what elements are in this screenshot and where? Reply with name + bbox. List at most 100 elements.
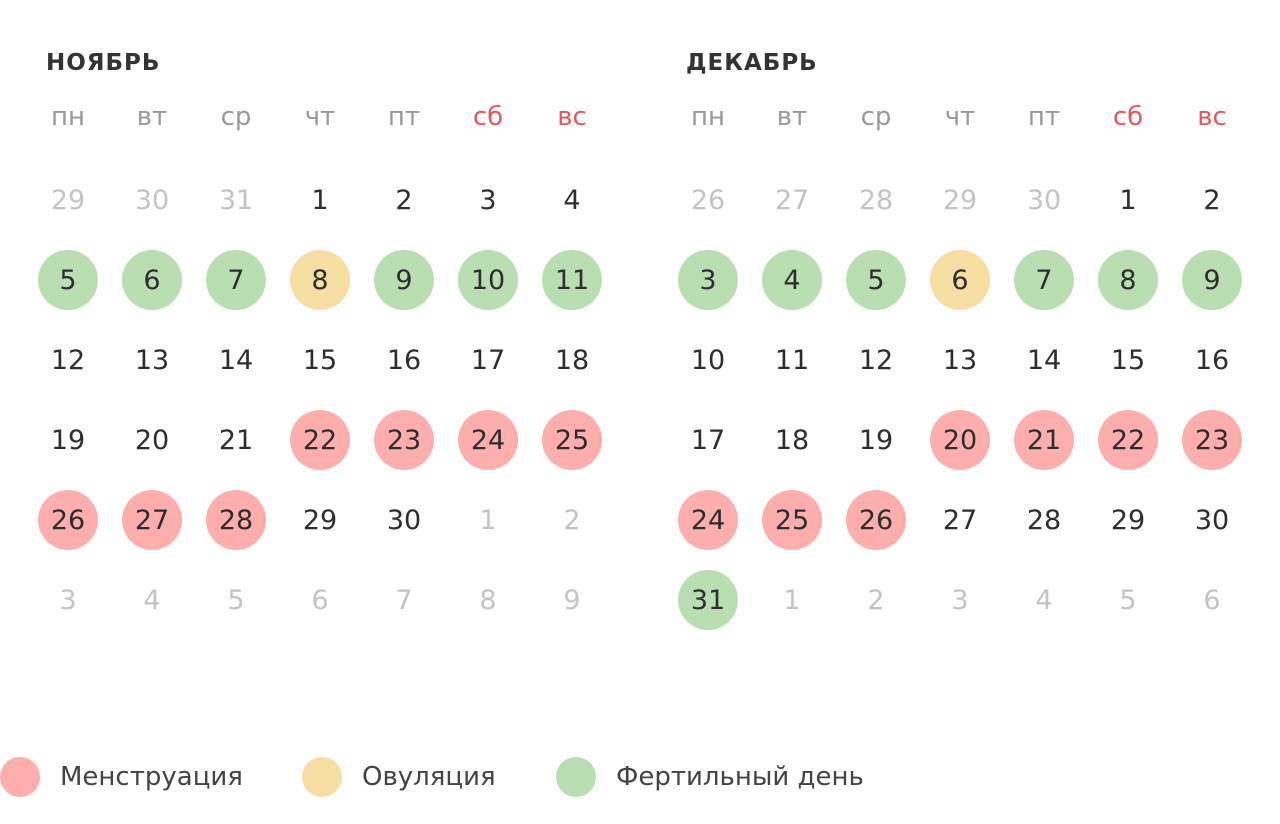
day-cell-fertile[interactable]: 4 [762, 250, 822, 310]
day-cell[interactable]: 2 [395, 184, 413, 216]
day-cell-menstruation[interactable]: 24 [458, 410, 518, 470]
day-cell[interactable]: 1 [1119, 184, 1137, 216]
day-cell[interactable]: 12 [858, 344, 894, 376]
day-cell[interactable]: 18 [774, 424, 810, 456]
day-cell-ovulation[interactable]: 8 [290, 250, 350, 310]
day-cell[interactable]: 3 [479, 184, 497, 216]
day-cell-fertile[interactable]: 7 [206, 250, 266, 310]
day-cell-other[interactable]: 5 [227, 584, 245, 616]
day-cell-other[interactable]: 3 [951, 584, 969, 616]
day-cell[interactable]: 19 [858, 424, 894, 456]
day-cell-menstruation[interactable]: 23 [374, 410, 434, 470]
day-cell[interactable]: 14 [218, 344, 254, 376]
day-cell-menstruation[interactable]: 22 [290, 410, 350, 470]
day-cell-other[interactable]: 8 [479, 584, 497, 616]
day-cell-other[interactable]: 26 [690, 184, 726, 216]
day-cell[interactable]: 19 [50, 424, 86, 456]
weekday-label: сб [472, 102, 504, 132]
day-cell-other[interactable]: 2 [563, 504, 581, 536]
month-title: НОЯБРЬ [46, 50, 161, 76]
day-cell-other[interactable]: 30 [134, 184, 170, 216]
legend-label: Овуляция [362, 762, 496, 792]
weekday-label: вт [776, 102, 808, 132]
day-cell-other[interactable]: 2 [867, 584, 885, 616]
day-cell-fertile[interactable]: 5 [38, 250, 98, 310]
day-cell[interactable]: 30 [1194, 504, 1230, 536]
day-cell-other[interactable]: 29 [942, 184, 978, 216]
day-cell[interactable]: 16 [1194, 344, 1230, 376]
day-cell-other[interactable]: 6 [311, 584, 329, 616]
day-cell[interactable]: 10 [690, 344, 726, 376]
day-cell-fertile[interactable]: 11 [542, 250, 602, 310]
legend-label: Фертильный день [616, 762, 864, 792]
day-cell-ovulation[interactable]: 6 [930, 250, 990, 310]
day-cell[interactable]: 18 [554, 344, 590, 376]
day-cell-menstruation[interactable]: 25 [542, 410, 602, 470]
day-cell[interactable]: 1 [311, 184, 329, 216]
day-cell-other[interactable]: 4 [143, 584, 161, 616]
day-cell-fertile[interactable]: 9 [1182, 250, 1242, 310]
month-title: ДЕКАБРЬ [686, 50, 818, 76]
weekday-label: вс [1197, 102, 1227, 132]
day-cell-other[interactable]: 3 [59, 584, 77, 616]
day-cell-other[interactable]: 7 [395, 584, 413, 616]
day-cell[interactable]: 11 [774, 344, 810, 376]
day-cell[interactable]: 30 [386, 504, 422, 536]
day-cell-menstruation[interactable]: 28 [206, 490, 266, 550]
day-cell[interactable]: 21 [218, 424, 254, 456]
day-cell-menstruation[interactable]: 20 [930, 410, 990, 470]
day-cell-menstruation[interactable]: 26 [38, 490, 98, 550]
day-cell[interactable]: 4 [563, 184, 581, 216]
day-cell-other[interactable]: 27 [774, 184, 810, 216]
day-cell-other[interactable]: 1 [479, 504, 497, 536]
day-cell-fertile[interactable]: 6 [122, 250, 182, 310]
day-cell[interactable]: 15 [302, 344, 338, 376]
day-cell[interactable]: 17 [690, 424, 726, 456]
day-cell[interactable]: 13 [134, 344, 170, 376]
day-cell-fertile[interactable]: 10 [458, 250, 518, 310]
weekday-label: пт [387, 102, 421, 132]
day-cell-fertile[interactable]: 3 [678, 250, 738, 310]
legend-label: Менструация [60, 762, 243, 792]
weekday-header: пн вт ср чт пт сб вс [26, 102, 614, 142]
day-cell[interactable]: 17 [470, 344, 506, 376]
day-cell[interactable]: 29 [302, 504, 338, 536]
day-cell-other[interactable]: 1 [783, 584, 801, 616]
weekday-label: чт [944, 102, 976, 132]
day-cell[interactable]: 14 [1026, 344, 1062, 376]
day-cell-menstruation[interactable]: 22 [1098, 410, 1158, 470]
day-cell-menstruation[interactable]: 23 [1182, 410, 1242, 470]
day-cell-menstruation[interactable]: 26 [846, 490, 906, 550]
day-cell-fertile[interactable]: 7 [1014, 250, 1074, 310]
day-cell-other[interactable]: 5 [1119, 584, 1137, 616]
day-cell[interactable]: 2 [1203, 184, 1221, 216]
day-cell-other[interactable]: 9 [563, 584, 581, 616]
day-cell[interactable]: 12 [50, 344, 86, 376]
day-cell[interactable]: 16 [386, 344, 422, 376]
day-cell-other[interactable]: 4 [1035, 584, 1053, 616]
day-cell[interactable]: 27 [942, 504, 978, 536]
menstruation-dot-icon [0, 757, 40, 797]
day-cell[interactable]: 13 [942, 344, 978, 376]
day-cell-fertile[interactable]: 9 [374, 250, 434, 310]
day-cell[interactable]: 20 [134, 424, 170, 456]
day-cell-fertile[interactable]: 5 [846, 250, 906, 310]
day-cell[interactable]: 15 [1110, 344, 1146, 376]
day-cell-menstruation[interactable]: 27 [122, 490, 182, 550]
day-cell-menstruation[interactable]: 25 [762, 490, 822, 550]
day-cell-fertile[interactable]: 8 [1098, 250, 1158, 310]
day-cell-other[interactable]: 30 [1026, 184, 1062, 216]
weekday-label: ср [220, 102, 252, 132]
day-cell[interactable]: 29 [1110, 504, 1146, 536]
legend-item-fertile: Фертильный день [556, 756, 864, 798]
day-cell-other[interactable]: 28 [858, 184, 894, 216]
day-cell-menstruation[interactable]: 24 [678, 490, 738, 550]
day-cell-fertile[interactable]: 31 [678, 570, 738, 630]
day-cell-other[interactable]: 6 [1203, 584, 1221, 616]
day-cell-menstruation[interactable]: 21 [1014, 410, 1074, 470]
weekday-label: вс [557, 102, 587, 132]
day-cell[interactable]: 28 [1026, 504, 1062, 536]
day-cell-other[interactable]: 31 [218, 184, 254, 216]
weekday-label: сб [1112, 102, 1144, 132]
day-cell-other[interactable]: 29 [50, 184, 86, 216]
